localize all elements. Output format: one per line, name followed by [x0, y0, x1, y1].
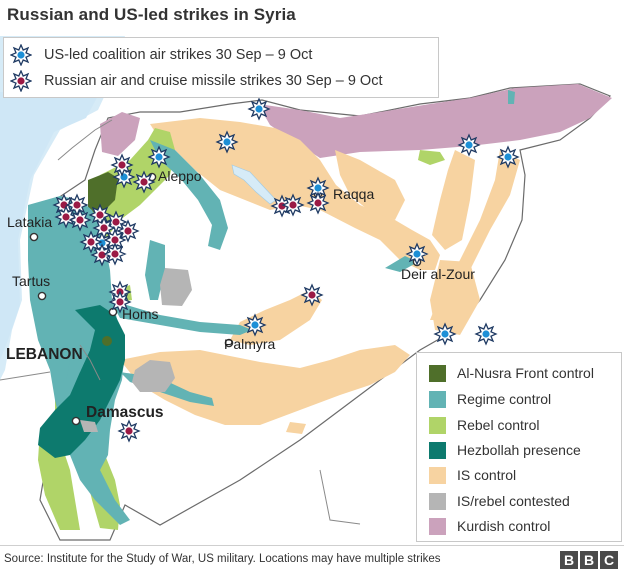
- border-lines: [0, 119, 361, 525]
- legend-swatch: [429, 441, 446, 459]
- bbc-logo: B B C: [560, 551, 618, 569]
- al-nusra-territory: [88, 172, 118, 215]
- legend-swatch: [429, 492, 446, 510]
- legend-item-is: IS control: [429, 465, 516, 485]
- source-note: Source: Institute for the Study of War, …: [4, 553, 441, 565]
- lake-assad: [231, 164, 277, 205]
- footer-divider: [0, 545, 624, 546]
- city-label-damascus: Damascus: [86, 404, 164, 421]
- control-legend: Al-Nusra Front control Regime control Re…: [416, 352, 622, 542]
- legend-label: IS control: [457, 467, 517, 483]
- logo-letter: B: [560, 551, 578, 569]
- legend-swatch: [429, 390, 446, 408]
- legend-label: Hezbollah presence: [457, 442, 581, 458]
- blue-star-burst-icon: [10, 44, 32, 66]
- logo-letter: C: [600, 551, 618, 569]
- city-label-latakia: Latakia: [7, 214, 53, 230]
- kurdish-territory: [258, 84, 612, 158]
- legend-label: Al-Nusra Front control: [457, 365, 594, 381]
- is-territory: [150, 118, 440, 270]
- red-star-burst-icon: [10, 70, 32, 92]
- legend-item-rebel: Rebel control: [429, 415, 540, 435]
- legend-label-us-strikes: US-led coalition air strikes 30 Sep – 9 …: [44, 47, 313, 63]
- legend-swatch: [429, 517, 446, 535]
- city-label-tartus: Tartus: [12, 273, 51, 289]
- syria-map: [0, 36, 624, 542]
- legend-label: Regime control: [457, 391, 552, 407]
- contested-territory: [160, 268, 192, 306]
- legend-item-hezbollah: Hezbollah presence: [429, 440, 581, 460]
- country-label-lebanon: LEBANON: [6, 346, 83, 363]
- logo-letter: B: [580, 551, 598, 569]
- city-label-homs: Homs: [122, 306, 159, 322]
- legend-label-russian-strikes: Russian air and cruise missile strikes 3…: [44, 73, 383, 89]
- legend-item-kurdish: Kurdish control: [429, 516, 550, 536]
- strike-legend: US-led coalition air strikes 30 Sep – 9 …: [3, 37, 439, 98]
- legend-label: Kurdish control: [457, 518, 551, 534]
- legend-label: IS/rebel contested: [457, 493, 570, 509]
- legend-item-regime: Regime control: [429, 389, 551, 409]
- legend-swatch: [429, 466, 446, 484]
- legend-item-us-strikes: US-led coalition air strikes 30 Sep – 9 …: [10, 43, 312, 67]
- legend-label: Rebel control: [457, 417, 540, 433]
- city-label-deir-al-zour: Deir al-Zour: [401, 266, 475, 282]
- legend-swatch: [429, 416, 446, 434]
- map-title: Russian and US-led strikes in Syria: [7, 5, 296, 24]
- city-label-palmyra: Palmyra: [224, 336, 276, 352]
- legend-swatch: [429, 364, 446, 382]
- city-label-aleppo: Aleppo: [158, 168, 202, 184]
- legend-item-russian-strikes: Russian air and cruise missile strikes 3…: [10, 69, 382, 93]
- legend-item-contested: IS/rebel contested: [429, 491, 570, 511]
- legend-item-al-nusra: Al-Nusra Front control: [429, 363, 594, 383]
- city-label-raqqa: Raqqa: [333, 186, 375, 202]
